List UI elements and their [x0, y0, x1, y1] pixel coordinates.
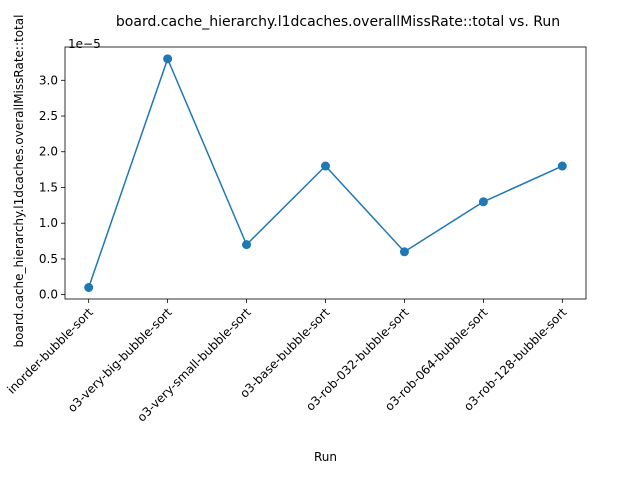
- y-tick-label: 1.5: [39, 180, 58, 194]
- y-offset-label: 1e−5: [68, 37, 101, 51]
- chart-title: board.cache_hierarchy.l1dcaches.overallM…: [116, 14, 560, 30]
- y-tick-label: 0.5: [39, 252, 58, 266]
- data-point: [399, 247, 409, 257]
- y-tick-label: 2.5: [39, 109, 58, 123]
- y-axis-label: board.cache_hierarchy.l1dcaches.overallM…: [12, 15, 26, 348]
- data-point: [478, 197, 488, 207]
- y-tick-label: 0.0: [39, 288, 58, 302]
- y-tick-label: 1.0: [39, 216, 58, 230]
- data-point: [321, 161, 330, 171]
- y-tick-label: 2.0: [39, 145, 58, 159]
- data-point: [84, 282, 94, 292]
- x-axis-label: Run: [314, 450, 337, 464]
- data-point: [557, 161, 567, 171]
- axes-frame: [64, 46, 587, 300]
- y-tick-label: 3.0: [39, 73, 58, 87]
- data-point: [242, 240, 252, 250]
- data-point: [163, 54, 173, 64]
